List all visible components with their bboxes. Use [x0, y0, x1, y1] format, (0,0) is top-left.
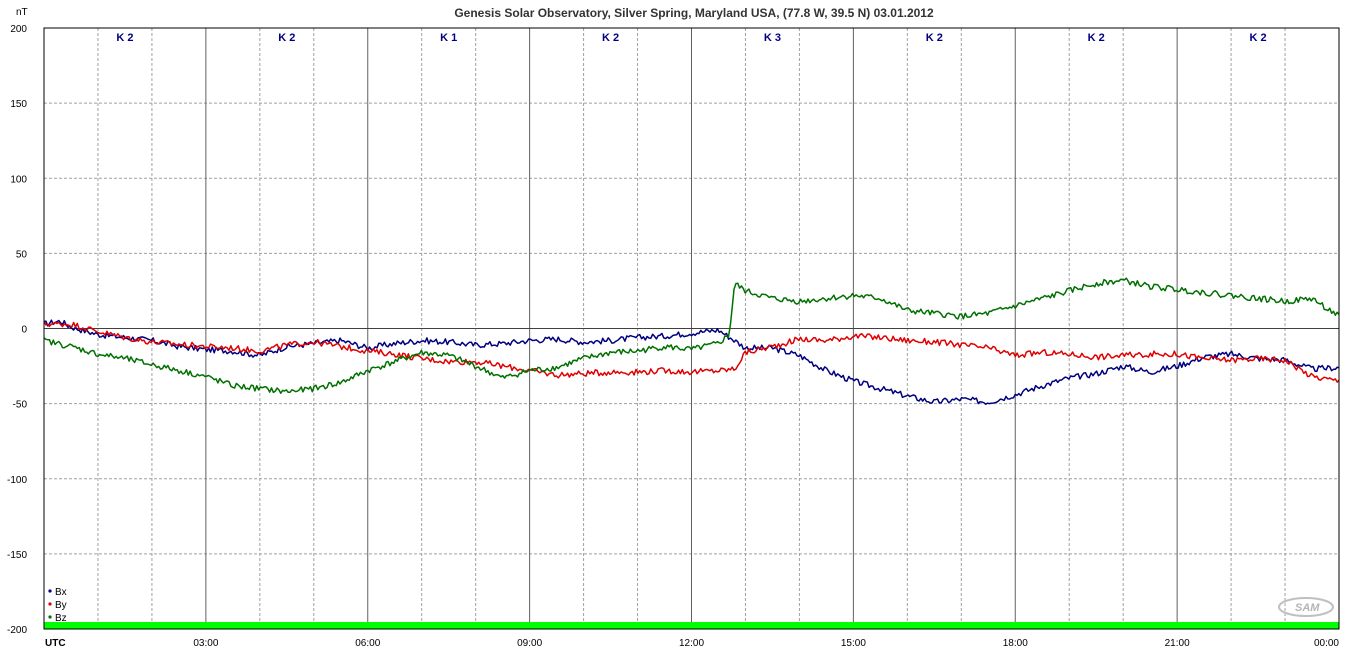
y-tick-labels: 200 150 100 50 0 -50 -100 -150 -200	[7, 24, 27, 636]
x-tick-label: 03:00	[193, 638, 218, 649]
k-index-label: K 2	[278, 32, 295, 44]
legend-label-bx: Bx	[55, 587, 67, 598]
x-tick-labels: 03:00 06:00 09:00 12:00 15:00 18:00 21:00 00:00	[193, 638, 1339, 649]
grid-layer	[44, 28, 1339, 629]
y-tick-label: 0	[21, 325, 27, 336]
x-tick-label: 09:00	[517, 638, 542, 649]
k-index-labels: K 2 K 2 K 1 K 2 K 3 K 2 K 2 K 2	[116, 32, 1266, 44]
legend-marker-bx	[48, 589, 52, 593]
k-index-label: K 2	[1088, 32, 1105, 44]
x-axis-label: UTC	[45, 638, 66, 649]
series-line-by	[43, 321, 1340, 383]
y-axis-label: nT	[16, 7, 28, 18]
series-line-bz	[43, 277, 1340, 394]
x-tick-label: 15:00	[841, 638, 866, 649]
series-line-bx	[43, 319, 1340, 405]
x-tick-label: 21:00	[1165, 638, 1190, 649]
k-index-label: K 1	[440, 32, 457, 44]
k-index-label: K 2	[116, 32, 133, 44]
y-tick-label: -50	[13, 400, 28, 411]
legend: Bx By Bz	[48, 587, 67, 624]
sam-logo-text: SAM	[1295, 602, 1320, 614]
k-index-label: K 3	[764, 32, 781, 44]
k-index-label: K 2	[926, 32, 943, 44]
k-index-label: K 2	[602, 32, 619, 44]
x-tick-label: 12:00	[679, 638, 704, 649]
x-tick-label: 18:00	[1003, 638, 1028, 649]
y-tick-label: 150	[10, 99, 27, 110]
sam-logo: SAM	[1278, 597, 1334, 617]
x-tick-label: 00:00	[1314, 638, 1339, 649]
chart-title: Genesis Solar Observatory, Silver Spring…	[454, 6, 934, 20]
legend-marker-by	[48, 602, 52, 606]
y-tick-label: -200	[7, 625, 27, 636]
legend-label-bz: Bz	[55, 613, 67, 624]
legend-marker-bz	[48, 615, 52, 619]
y-tick-label: 200	[10, 24, 27, 35]
y-tick-label: -150	[7, 550, 27, 561]
series-layer	[43, 277, 1340, 405]
plot-border	[43, 27, 1340, 630]
y-tick-label: -100	[7, 475, 27, 486]
legend-label-by: By	[55, 600, 67, 611]
y-tick-label: 50	[16, 249, 28, 260]
y-tick-label: 100	[10, 174, 27, 185]
x-tick-label: 06:00	[355, 638, 380, 649]
k-index-label: K 2	[1250, 32, 1267, 44]
quality-bar	[44, 622, 1339, 629]
